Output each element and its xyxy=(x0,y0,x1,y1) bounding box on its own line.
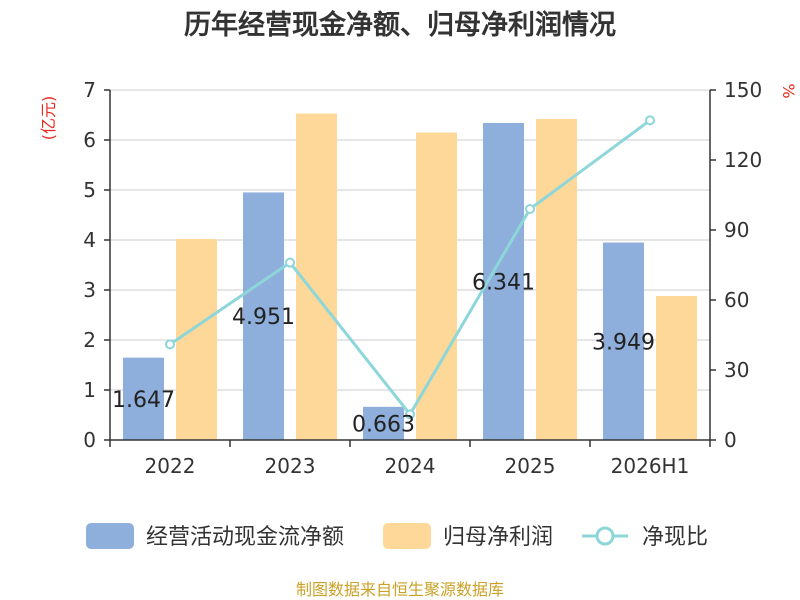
left-axis-unit: (亿元) xyxy=(39,96,58,141)
source-note: 制图数据来自恒生聚源数据库 xyxy=(296,580,504,599)
line-point xyxy=(165,339,175,350)
bar-net-profit xyxy=(416,132,457,440)
y-left-tick-label: 6 xyxy=(83,128,96,152)
y-right-tick-label: 30 xyxy=(724,358,749,382)
y-left-tick-label: 7 xyxy=(83,78,96,102)
y-left-tick-label: 5 xyxy=(83,178,96,202)
bar-net-profit xyxy=(536,119,577,440)
x-tick-label: 2023 xyxy=(265,454,316,478)
x-tick-label: 2022 xyxy=(145,454,196,478)
bar-operating-cash-flow xyxy=(363,406,404,440)
bars-layer xyxy=(123,113,697,440)
data-label: 1.647 xyxy=(112,388,175,413)
chart-title: 历年经营现金净额、归母净利润情况 xyxy=(184,9,616,41)
line-cash-ratio xyxy=(169,119,651,417)
bar-operating-cash-flow xyxy=(123,357,164,440)
y-right-tick-label: 60 xyxy=(724,288,749,312)
line-point xyxy=(525,204,535,214)
data-label: 4.951 xyxy=(232,305,295,330)
data-labels-layer: 1.647 4.951 0.663 6.341 3.949 xyxy=(112,270,655,437)
y-left-tick-label: 3 xyxy=(83,278,96,302)
legend-label: 归母净利润 xyxy=(443,525,553,550)
data-label: 6.341 xyxy=(472,270,535,295)
y-left-tick-label: 0 xyxy=(83,428,96,452)
bar-net-profit xyxy=(176,239,217,440)
line-point xyxy=(645,115,655,126)
data-label: 0.663 xyxy=(352,412,415,437)
y-right-tick-label: 150 xyxy=(724,78,762,102)
y-left-tick-label: 4 xyxy=(83,228,96,252)
legend-label: 净现比 xyxy=(642,525,708,550)
bar-net-profit xyxy=(656,296,697,440)
y-left-tick-label: 2 xyxy=(83,328,96,352)
y-left-tick-label: 1 xyxy=(83,378,96,402)
right-axis-unit: % xyxy=(779,83,798,98)
legend: 经营活动现金流净额 归母净利润 净现比 xyxy=(86,523,708,550)
x-tick-label: 2025 xyxy=(505,454,556,478)
data-label: 3.949 xyxy=(592,330,655,355)
legend-swatch-marker xyxy=(595,526,615,546)
x-tick-label: 2024 xyxy=(385,454,436,478)
y-right-tick-label: 120 xyxy=(724,148,762,172)
line-point xyxy=(285,257,295,268)
x-tick-label: 2026H1 xyxy=(611,454,690,478)
line-layer xyxy=(165,115,655,420)
line-point xyxy=(405,409,415,420)
bar-operating-cash-flow xyxy=(603,242,644,440)
legend-swatch xyxy=(383,523,431,549)
y-right-tick-label: 0 xyxy=(724,428,737,452)
bar-operating-cash-flow xyxy=(483,122,524,440)
bar-operating-cash-flow xyxy=(243,192,284,440)
legend-label: 经营活动现金流净额 xyxy=(146,525,344,550)
y-right-tick-label: 90 xyxy=(724,218,749,242)
legend-swatch xyxy=(86,523,134,549)
axes-layer: 0 1 2 3 4 5 6 7 0 30 60 90 120 150 2022 2023 2024 2025 202… xyxy=(83,78,762,478)
